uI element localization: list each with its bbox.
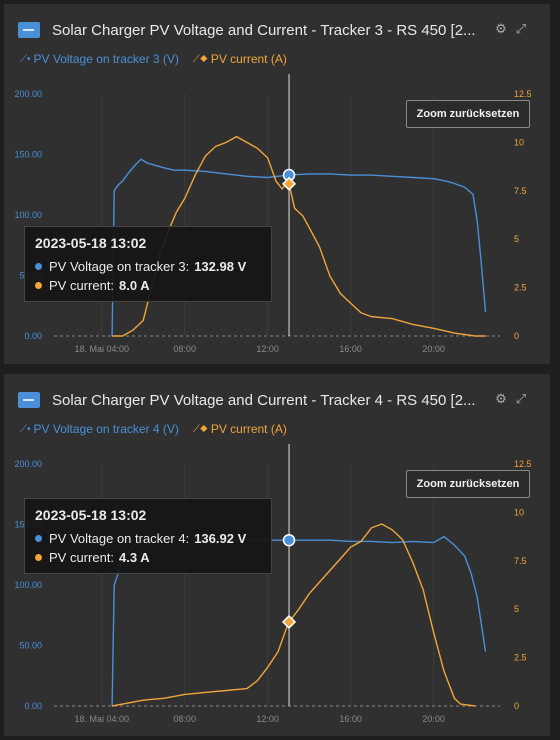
- y-left-tick-label: 200.00: [14, 459, 42, 469]
- tooltip-row-voltage: PV Voltage on tracker 3: 132.98 V: [35, 259, 261, 274]
- legend-current-label: PV current (A): [210, 422, 287, 436]
- tooltip-current-value: 8.0 A: [119, 278, 150, 293]
- y-left-tick-label: 100.00: [14, 580, 42, 590]
- panel-title: Solar Charger PV Voltage and Current - T…: [52, 21, 476, 39]
- x-tick-label: 20:00: [422, 714, 445, 724]
- legend-item-current[interactable]: ⟋◆ PV current (A): [192, 52, 287, 66]
- current-hover-marker: [281, 176, 297, 191]
- current-hover-marker: [281, 614, 297, 629]
- y-right-tick-label: 10: [514, 137, 524, 147]
- chart-legend: ⟋• PV Voltage on tracker 4 (V) ⟋◆ PV curre…: [20, 422, 287, 436]
- y-left-tick-label: 200.00: [14, 89, 42, 99]
- tooltip-time: 2023-05-18 13:02: [35, 507, 147, 523]
- tooltip-row-voltage: PV Voltage on tracker 4: 136.92 V: [35, 531, 261, 546]
- x-tick-label: 20:00: [422, 344, 445, 354]
- x-tick-label: 18. Mai 04:00: [74, 344, 129, 354]
- tooltip-time: 2023-05-18 13:02: [35, 235, 147, 251]
- x-tick-label: 16:00: [339, 714, 362, 724]
- y-left-tick-label: 50.00: [19, 641, 42, 651]
- tooltip-current-value: 4.3 A: [119, 550, 150, 565]
- tooltip-voltage-label: PV Voltage on tracker 4:: [49, 531, 190, 546]
- voltage-hover-marker: [282, 533, 296, 547]
- gear-icon[interactable]: ⚙: [495, 21, 507, 36]
- y-right-tick-label: 5: [514, 234, 519, 244]
- y-right-tick-label: 0: [514, 701, 519, 711]
- panel-header: Solar Charger PV Voltage and Current - T…: [18, 18, 540, 42]
- legend-voltage-label: PV Voltage on tracker 3 (V): [33, 52, 179, 66]
- current-dot: [35, 282, 42, 289]
- gear-icon[interactable]: ⚙: [495, 391, 507, 406]
- x-tick-label: 12:00: [256, 714, 279, 724]
- legend-item-current[interactable]: ⟋◆ PV current (A): [192, 422, 287, 436]
- chart-panel-tracker-3: Solar Charger PV Voltage and Current - T…: [4, 4, 550, 364]
- panel-header: Solar Charger PV Voltage and Current - T…: [18, 388, 540, 412]
- legend-voltage-label: PV Voltage on tracker 4 (V): [33, 422, 179, 436]
- x-tick-label: 08:00: [173, 714, 196, 724]
- line-chart[interactable]: 0.0050.00100.00150.00200.0002.557.51012.…: [4, 74, 550, 364]
- tooltip-voltage-value: 136.92 V: [194, 531, 247, 546]
- y-right-tick-label: 2.5: [514, 283, 527, 293]
- y-left-tick-label: 0.00: [24, 331, 42, 341]
- voltage-dot: [35, 535, 42, 542]
- x-tick-label: 08:00: [173, 344, 196, 354]
- y-left-tick-label: 0.00: [24, 701, 42, 711]
- current-dot: [35, 554, 42, 561]
- tooltip-current-label: PV current:: [49, 550, 115, 565]
- solar-charger-icon: [18, 392, 40, 408]
- tooltip-voltage-value: 132.98 V: [194, 259, 247, 274]
- current-series-line: [111, 523, 476, 707]
- y-right-tick-label: 5: [514, 604, 519, 614]
- chart-tooltip: 2023-05-18 13:02 PV Voltage on tracker 4…: [24, 498, 272, 574]
- y-right-tick-label: 7.5: [514, 556, 527, 566]
- tooltip-row-current: PV current: 4.3 A: [35, 550, 261, 565]
- solar-charger-icon: [18, 22, 40, 38]
- x-tick-label: 12:00: [256, 344, 279, 354]
- chart-legend: ⟋• PV Voltage on tracker 3 (V) ⟋◆ PV curre…: [20, 52, 287, 66]
- legend-item-voltage[interactable]: ⟋• PV Voltage on tracker 3 (V): [20, 52, 179, 66]
- y-right-tick-label: 2.5: [514, 653, 527, 663]
- zoom-reset-button[interactable]: Zoom zurücksetzen: [406, 470, 530, 498]
- y-left-tick-label: 150.00: [14, 150, 42, 160]
- zoom-reset-button[interactable]: Zoom zurücksetzen: [406, 100, 530, 128]
- y-right-tick-label: 12.5: [514, 89, 532, 99]
- voltage-series-line: [111, 158, 487, 337]
- y-right-tick-label: 12.5: [514, 459, 532, 469]
- tooltip-current-label: PV current:: [49, 278, 115, 293]
- chart-tooltip: 2023-05-18 13:02 PV Voltage on tracker 3…: [24, 226, 272, 302]
- tooltip-voltage-label: PV Voltage on tracker 3:: [49, 259, 190, 274]
- expand-icon[interactable]: ⤢: [515, 21, 527, 36]
- panel-title: Solar Charger PV Voltage and Current - T…: [52, 391, 476, 409]
- expand-icon[interactable]: ⤢: [515, 391, 527, 406]
- y-right-tick-label: 0: [514, 331, 519, 341]
- x-tick-label: 16:00: [339, 344, 362, 354]
- legend-current-label: PV current (A): [210, 52, 287, 66]
- tooltip-row-current: PV current: 8.0 A: [35, 278, 261, 293]
- x-tick-label: 18. Mai 04:00: [74, 714, 129, 724]
- legend-item-voltage[interactable]: ⟋• PV Voltage on tracker 4 (V): [20, 422, 179, 436]
- y-right-tick-label: 10: [514, 507, 524, 517]
- chart-panel-tracker-4: Solar Charger PV Voltage and Current - T…: [4, 374, 550, 736]
- y-left-tick-label: 100.00: [14, 210, 42, 220]
- y-right-tick-label: 7.5: [514, 186, 527, 196]
- voltage-dot: [35, 263, 42, 270]
